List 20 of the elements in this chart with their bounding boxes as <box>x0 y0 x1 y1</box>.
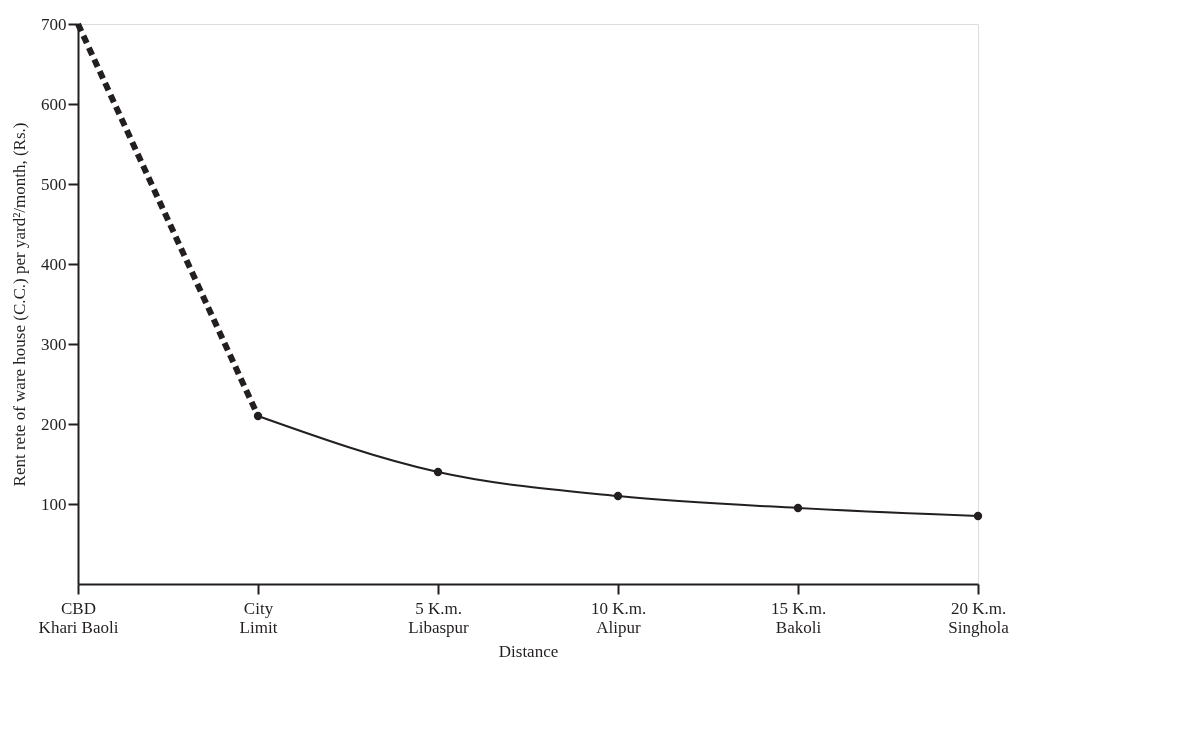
y-tick-label: 500 <box>41 174 67 194</box>
x-tick-label: 10 K.m. Alipur <box>590 598 647 637</box>
point <box>433 467 443 477</box>
y-axis-title: Rent rete of ware house (C.C.) per yard²/month, (Rs.) <box>10 122 29 487</box>
y-tick-label: 400 <box>41 254 67 274</box>
x-tick-label: 5 K.m. Libaspur <box>408 598 470 637</box>
x-tick-label: City Limit <box>239 598 278 637</box>
point <box>613 491 623 501</box>
y-tick-label: 200 <box>41 414 67 434</box>
point <box>253 411 263 421</box>
x-tick-label: CBD Khari Baoli <box>38 598 119 637</box>
y-tick-label: 700 <box>41 14 67 34</box>
x-tick-label: 20 K.m. Singhola <box>948 598 1010 637</box>
y-tick-label: 100 <box>41 494 67 514</box>
y-tick-label: 300 <box>41 334 67 354</box>
point <box>793 503 803 513</box>
y-tick-label: 600 <box>41 94 67 114</box>
x-axis-title: Distance <box>498 641 559 661</box>
point <box>973 511 983 521</box>
x-tick-label: 15 K.m. Bakoli <box>770 598 827 637</box>
